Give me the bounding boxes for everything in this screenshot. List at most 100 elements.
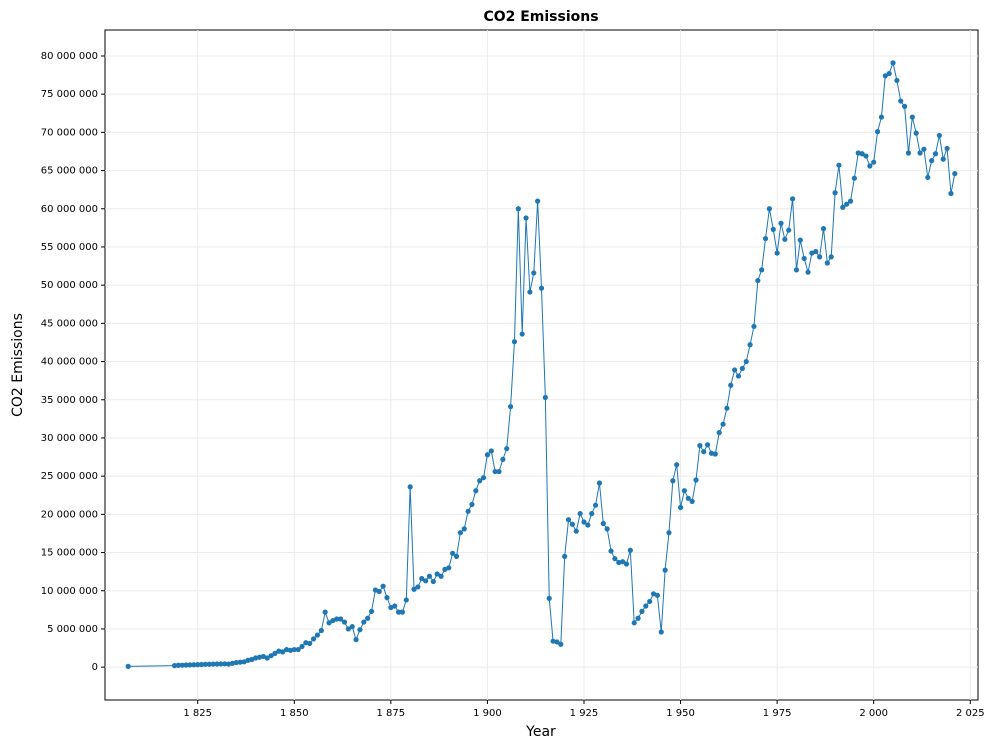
data-point xyxy=(890,60,896,66)
y-axis-label: CO2 Emissions xyxy=(10,313,26,417)
data-point xyxy=(898,98,904,104)
data-point xyxy=(712,451,718,457)
y-tick-label: 35 000 000 xyxy=(41,395,98,406)
data-point xyxy=(488,448,494,454)
data-point xyxy=(824,260,830,266)
data-point xyxy=(206,661,212,667)
data-point xyxy=(743,358,749,365)
data-point xyxy=(596,480,603,486)
data-point xyxy=(562,553,568,559)
data-point xyxy=(774,250,780,256)
data-point xyxy=(415,584,421,590)
data-point xyxy=(125,663,131,669)
data-point xyxy=(171,663,178,669)
data-point xyxy=(627,547,633,553)
data-point xyxy=(840,204,846,210)
x-tick-label: 1 925 xyxy=(570,708,599,719)
data-point xyxy=(229,660,236,666)
data-point xyxy=(755,277,761,284)
y-tick-label: 15 000 000 xyxy=(41,548,98,559)
data-point xyxy=(666,530,672,536)
x-tick-label: 1 875 xyxy=(377,708,406,719)
data-point xyxy=(778,220,784,226)
data-point xyxy=(426,573,433,579)
data-point xyxy=(334,616,340,622)
data-point xyxy=(817,254,823,260)
data-point xyxy=(434,571,440,577)
data-point xyxy=(681,488,688,494)
data-point xyxy=(701,449,707,455)
data-point xyxy=(643,603,649,609)
data-point xyxy=(616,559,622,566)
data-point xyxy=(894,77,900,84)
data-point xyxy=(264,655,270,661)
data-point xyxy=(480,475,487,481)
data-point xyxy=(689,498,695,504)
data-point xyxy=(801,255,807,262)
data-point xyxy=(851,175,857,181)
data-point xyxy=(511,339,518,345)
data-point xyxy=(623,561,630,567)
data-point xyxy=(484,452,491,458)
data-point xyxy=(349,624,355,630)
data-point xyxy=(272,650,278,656)
data-point xyxy=(214,661,220,667)
data-point xyxy=(639,608,645,614)
data-point xyxy=(291,646,297,653)
data-point xyxy=(446,565,452,571)
data-point xyxy=(751,323,757,330)
data-point xyxy=(670,478,676,484)
data-point xyxy=(724,405,730,411)
data-point xyxy=(925,174,931,181)
data-point xyxy=(187,662,193,668)
data-point xyxy=(577,510,583,517)
data-point xyxy=(674,462,680,468)
data-point xyxy=(739,365,745,372)
data-point xyxy=(237,659,243,665)
data-point xyxy=(878,114,885,120)
x-axis-label: Year xyxy=(525,724,556,740)
data-point xyxy=(191,662,197,668)
y-tick-label: 25 000 000 xyxy=(41,471,98,482)
data-point xyxy=(902,103,908,109)
data-point xyxy=(662,567,668,573)
data-point xyxy=(461,526,467,532)
data-point xyxy=(283,646,290,653)
y-tick-label: 45 000 000 xyxy=(41,318,98,329)
data-point xyxy=(940,156,946,162)
y-tick-label: 10 000 000 xyxy=(41,586,98,597)
data-point xyxy=(720,421,726,427)
x-tick-label: 1 900 xyxy=(473,708,502,719)
data-point xyxy=(287,647,294,653)
y-tick-label: 75 000 000 xyxy=(41,89,98,100)
x-tick-label: 2 000 xyxy=(859,708,888,719)
data-point xyxy=(395,609,402,615)
data-point xyxy=(585,522,591,528)
data-point xyxy=(307,640,313,647)
x-tick-label: 1 825 xyxy=(183,708,212,719)
data-point xyxy=(453,553,460,559)
data-point xyxy=(253,655,259,661)
data-point xyxy=(531,270,537,276)
data-point xyxy=(685,495,691,501)
data-point xyxy=(299,643,305,650)
data-point xyxy=(179,662,185,668)
data-point xyxy=(403,597,409,603)
data-point xyxy=(245,657,251,663)
data-point xyxy=(218,661,224,667)
data-point xyxy=(492,468,498,475)
data-point xyxy=(527,289,533,295)
data-point xyxy=(820,226,827,232)
data-point xyxy=(813,248,819,255)
data-point xyxy=(708,450,715,456)
x-tick-label: 2 025 xyxy=(956,708,985,719)
data-point xyxy=(202,661,209,667)
data-point xyxy=(600,520,606,527)
data-point xyxy=(735,373,742,379)
y-tick-label: 40 000 000 xyxy=(41,357,98,368)
data-point xyxy=(280,649,286,655)
data-point xyxy=(832,190,838,196)
data-point xyxy=(353,637,359,643)
data-point xyxy=(612,556,618,562)
data-point xyxy=(944,145,950,152)
